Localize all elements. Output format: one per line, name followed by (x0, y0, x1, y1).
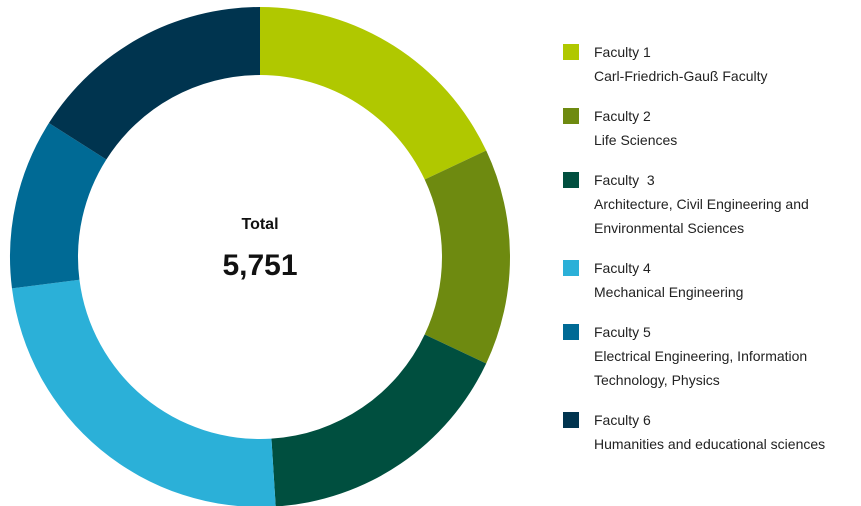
legend-description: Carl-Friedrich-Gauß Faculty (594, 68, 768, 84)
legend-swatch (563, 324, 579, 340)
legend-item: Faculty 5 Electrical Engineering, Informa… (563, 320, 861, 392)
legend: Faculty 1 Carl-Friedrich-Gauß Faculty Facu… (563, 40, 861, 472)
legend-swatch (563, 172, 579, 188)
legend-item: Faculty 2 Life Sciences (563, 104, 861, 152)
legend-description: Life Sciences (594, 132, 678, 148)
legend-item: Faculty 3 Architecture, Civil Engineering… (563, 168, 861, 240)
legend-name: Faculty 5 (594, 324, 651, 340)
legend-name: Faculty 4 (594, 260, 651, 276)
donut-segment (424, 150, 510, 364)
legend-description: Electrical Engineering, Information Tech… (594, 348, 808, 388)
donut-segment (271, 334, 487, 506)
legend-text: Faculty 5 Electrical Engineering, Informa… (594, 320, 861, 392)
legend-description: Mechanical Engineering (594, 284, 744, 300)
legend-swatch (563, 108, 579, 124)
donut-segment (11, 279, 276, 506)
legend-item: Faculty 6 Humanities and educational scie… (563, 408, 861, 456)
legend-text: Faculty 4 Mechanical Engineering (594, 256, 861, 304)
donut-segment (9, 123, 107, 289)
chart: Total 5,751 (9, 7, 510, 506)
legend-name: Faculty 2 (594, 108, 651, 124)
legend-description: Humanities and educational sciences (594, 436, 826, 452)
legend-swatch (563, 260, 579, 276)
center-label: Total (241, 216, 278, 233)
legend-item: Faculty 1 Carl-Friedrich-Gauß Faculty (563, 40, 861, 88)
legend-name: Faculty 1 (594, 44, 651, 60)
donut-segment (260, 7, 487, 180)
legend-swatch (563, 412, 579, 428)
donut-segment (48, 7, 261, 160)
legend-name: Faculty 3 (594, 172, 655, 188)
legend-name: Faculty 6 (594, 412, 651, 428)
center-total: 5,751 (222, 249, 297, 282)
legend-item: Faculty 4 Mechanical Engineering (563, 256, 861, 304)
legend-text: Faculty 2 Life Sciences (594, 104, 861, 152)
legend-description: Architecture, Civil Engineering and Envi… (594, 196, 809, 236)
legend-swatch (563, 44, 579, 60)
legend-text: Faculty 3 Architecture, Civil Engineering… (594, 168, 861, 240)
legend-text: Faculty 1 Carl-Friedrich-Gauß Faculty (594, 40, 861, 88)
legend-text: Faculty 6 Humanities and educational scie… (594, 408, 861, 456)
